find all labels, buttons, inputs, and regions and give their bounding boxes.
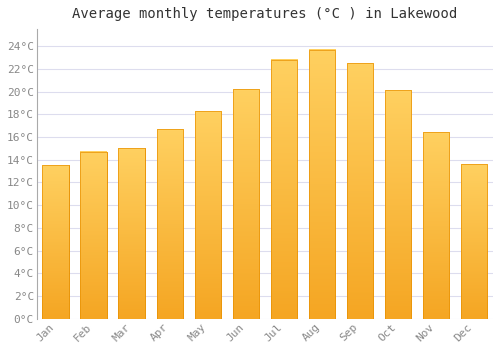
Bar xyxy=(346,63,374,319)
Bar xyxy=(118,148,145,319)
Bar xyxy=(460,164,487,319)
Bar xyxy=(42,166,69,319)
Title: Average monthly temperatures (°C ) in Lakewood: Average monthly temperatures (°C ) in La… xyxy=(72,7,458,21)
Bar xyxy=(80,152,107,319)
Bar xyxy=(384,90,411,319)
Bar xyxy=(422,133,450,319)
Bar xyxy=(308,49,335,319)
Bar xyxy=(156,129,183,319)
Bar xyxy=(270,60,297,319)
Bar xyxy=(232,89,259,319)
Bar xyxy=(194,111,221,319)
